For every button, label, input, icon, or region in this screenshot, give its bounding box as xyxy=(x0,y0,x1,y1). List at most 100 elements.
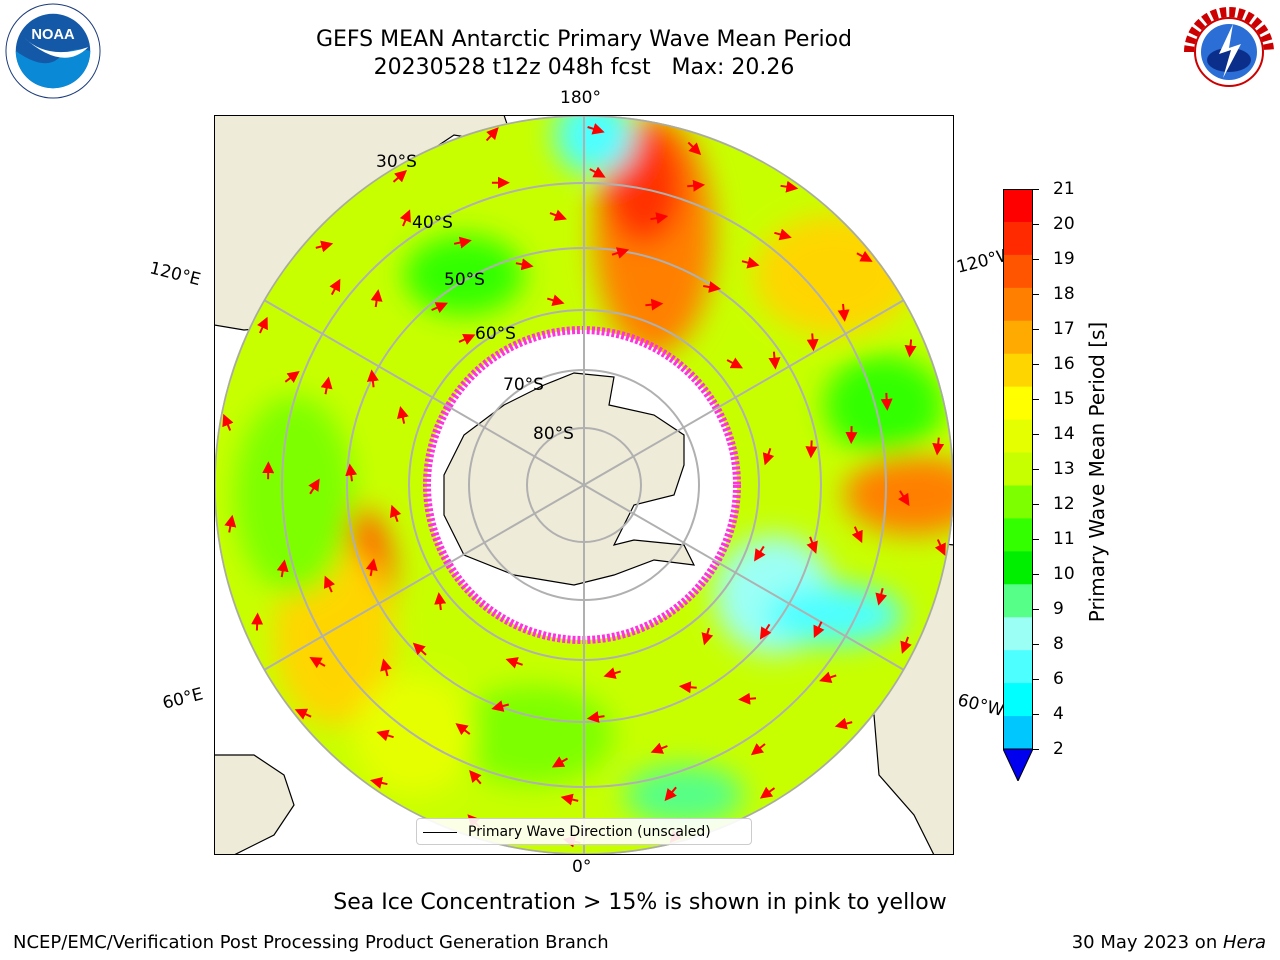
wave-arrow xyxy=(701,627,713,645)
wave-arrow xyxy=(308,656,325,668)
wave-arrow xyxy=(702,280,721,293)
wave-arrow xyxy=(344,462,357,481)
wave-arrow xyxy=(855,250,873,262)
colorbar-band xyxy=(1003,650,1033,684)
wave-arrow xyxy=(320,376,332,394)
colorbar-band xyxy=(1003,419,1033,454)
colorbar-tick xyxy=(1033,434,1039,435)
colorbar-tick xyxy=(1033,294,1039,295)
colorbar-tick-label: 18 xyxy=(1053,284,1075,304)
wave-arrow xyxy=(430,301,448,313)
colorbar-band xyxy=(1003,617,1033,651)
wave-arrow xyxy=(392,169,407,183)
colorbar-tick-label: 16 xyxy=(1053,354,1075,374)
wave-arrow xyxy=(250,612,263,631)
wave-arrow xyxy=(773,228,792,240)
wave-arrow xyxy=(874,587,887,606)
wave-arrow xyxy=(687,141,701,155)
colorbar-tick xyxy=(1033,399,1039,400)
wave-arrow xyxy=(389,504,401,522)
colorbar-tick-label: 4 xyxy=(1053,704,1064,724)
lon-label-0: 0° xyxy=(572,857,592,877)
wave-arrow xyxy=(551,755,568,767)
graticule xyxy=(215,116,953,854)
wave-period-field xyxy=(215,116,953,854)
wave-arrow xyxy=(834,717,852,729)
wave-arrow xyxy=(726,356,743,368)
wave-arrow xyxy=(315,240,333,252)
title-line-2: 20230528 t12z 048h fcst Max: 20.26 xyxy=(373,55,795,80)
colorbar-tick-label: 21 xyxy=(1053,179,1075,199)
wave-arrow xyxy=(644,298,663,311)
wave-arrow xyxy=(546,293,565,306)
wave-arrow xyxy=(678,680,697,693)
colorbar-tick-label: 10 xyxy=(1053,564,1075,584)
colorbar-tick-label: 9 xyxy=(1053,599,1064,619)
wave-arrow xyxy=(369,776,388,789)
wave-arrow xyxy=(366,368,379,387)
wave-arrow xyxy=(899,636,912,654)
legend-label: Primary Wave Direction (unscaled) xyxy=(468,824,711,840)
colorbar-tick xyxy=(1033,329,1039,330)
colorbar-tick xyxy=(1033,609,1039,610)
wave-arrow xyxy=(505,656,523,669)
wave-arrow xyxy=(588,166,606,178)
colorbar-tick-label: 20 xyxy=(1053,214,1075,234)
wave-arrow xyxy=(221,413,233,431)
wave-arrow xyxy=(307,478,320,494)
colorbar-band xyxy=(1003,452,1033,486)
map-panel xyxy=(214,115,954,855)
wave-arrow xyxy=(454,722,470,735)
wave-arrow xyxy=(750,742,766,755)
colorbar-tick xyxy=(1033,714,1039,715)
wave-arrow xyxy=(897,489,909,506)
lat-label-80s: 80°S xyxy=(533,424,574,444)
colorbar-band xyxy=(1003,353,1033,388)
wave-arrow xyxy=(649,211,668,224)
wave-arrow xyxy=(851,525,863,543)
colorbar-tick-label: 15 xyxy=(1053,389,1075,409)
colorbar-band xyxy=(1003,287,1033,322)
colorbar-tick xyxy=(1033,644,1039,645)
colorbar-label: Primary Wave Mean Period [s] xyxy=(1085,321,1109,623)
wave-arrow xyxy=(490,699,509,712)
colorbar-band xyxy=(1003,518,1033,552)
svg-text:NOAA: NOAA xyxy=(31,27,75,43)
colorbar-tick xyxy=(1033,679,1039,680)
nws-logo-icon xyxy=(1181,4,1277,100)
antarctica-land xyxy=(442,371,695,586)
wave-arrow xyxy=(818,671,837,683)
colorbar-tick-label: 11 xyxy=(1053,529,1075,549)
footer-organization: NCEP/EMC/Verification Post Processing Pr… xyxy=(13,932,609,953)
colorbar-band xyxy=(1003,254,1033,289)
colorbar-tick xyxy=(1033,469,1039,470)
wave-arrow xyxy=(549,209,567,221)
colorbar-band xyxy=(1003,683,1033,717)
footer-machine: Hera xyxy=(1222,932,1266,953)
lat-label-70s: 70°S xyxy=(503,375,544,395)
wave-arrow xyxy=(399,208,411,226)
colorbar-band xyxy=(1003,386,1033,421)
wave-arrow xyxy=(753,545,766,562)
wave-arrow xyxy=(806,332,819,351)
colorbar-band xyxy=(1003,320,1033,355)
colorbar-tick xyxy=(1033,749,1039,750)
wave-arrow xyxy=(323,575,335,592)
wave-arrow xyxy=(276,558,289,577)
colorbar-band xyxy=(1003,716,1033,750)
wave-arrow xyxy=(560,793,578,805)
wave-arrow xyxy=(396,405,409,424)
wave-arrow xyxy=(256,316,268,333)
colorbar-tick xyxy=(1033,539,1039,540)
colorbar xyxy=(1003,189,1033,781)
colorbar-tick xyxy=(1033,364,1039,365)
wave-arrow xyxy=(904,338,917,357)
lat-label-60s: 60°S xyxy=(475,324,516,344)
wave-arrow xyxy=(804,439,817,458)
wave-arrow xyxy=(837,303,850,322)
wave-arrow xyxy=(664,786,677,801)
wave-arrow xyxy=(767,351,780,370)
colorbar-tick xyxy=(1033,189,1039,190)
wave-arrow xyxy=(931,436,944,455)
colorbar-band xyxy=(1003,189,1033,223)
